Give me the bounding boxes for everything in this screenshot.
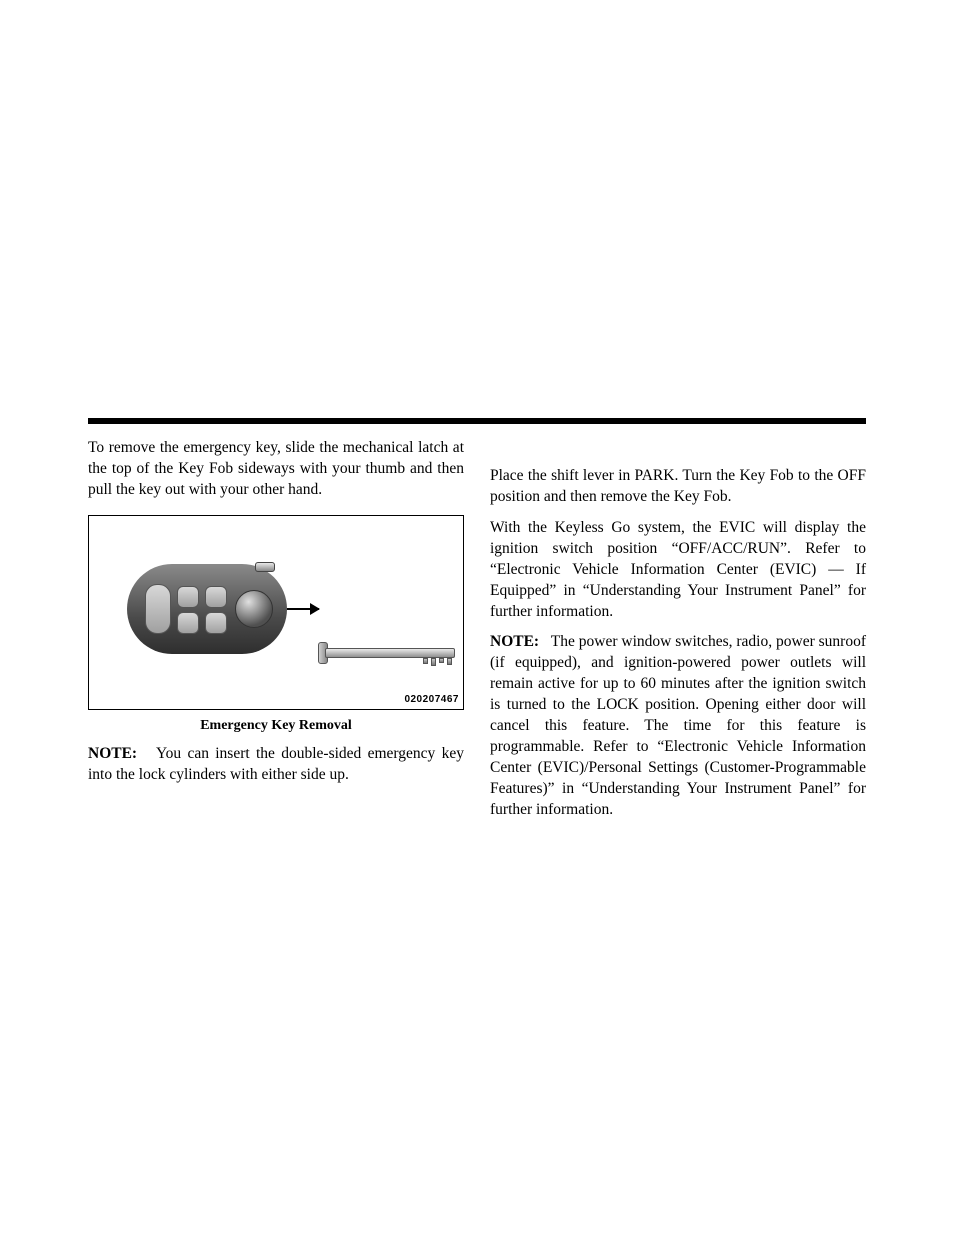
keyfob-removal-p1: Place the shift lever in PARK. Turn the …	[490, 466, 866, 508]
emergency-key-intro: To remove the emergency key, slide the m…	[88, 438, 464, 501]
figure-caption: Emergency Key Removal	[88, 718, 464, 734]
note-text: The power window switches, radio, power …	[490, 633, 866, 817]
fob-button-icon	[177, 612, 199, 634]
fob-body-icon	[127, 564, 287, 654]
fob-button-icon	[145, 584, 171, 634]
fob-button-icon	[177, 586, 199, 608]
key-fob-illustration	[127, 564, 287, 654]
emergency-key-figure: 020207467	[88, 515, 464, 710]
key-teeth-icon	[423, 658, 453, 666]
note-label: NOTE:	[88, 745, 137, 762]
right-column: Place the shift lever in PARK. Turn the …	[490, 438, 866, 831]
keyfob-removal-note: NOTE: The power window switches, radio, …	[490, 632, 866, 820]
two-column-content: To remove the emergency key, slide the m…	[88, 438, 866, 831]
note-label: NOTE:	[490, 633, 539, 650]
fob-round-button-icon	[235, 590, 273, 628]
latch-icon	[255, 562, 275, 572]
left-column: To remove the emergency key, slide the m…	[88, 438, 464, 831]
fob-button-icon	[205, 586, 227, 608]
figure-id: 020207467	[404, 694, 459, 705]
emergency-key-note: NOTE: You can insert the double-sided em…	[88, 744, 464, 786]
keyfob-removal-p2: With the Keyless Go system, the EVIC wil…	[490, 518, 866, 623]
arrow-right-icon	[287, 608, 319, 610]
note-text: You can insert the double-sided emergenc…	[88, 745, 464, 783]
fob-button-icon	[205, 612, 227, 634]
key-shaft-icon	[325, 648, 455, 658]
horizontal-rule	[88, 418, 866, 424]
